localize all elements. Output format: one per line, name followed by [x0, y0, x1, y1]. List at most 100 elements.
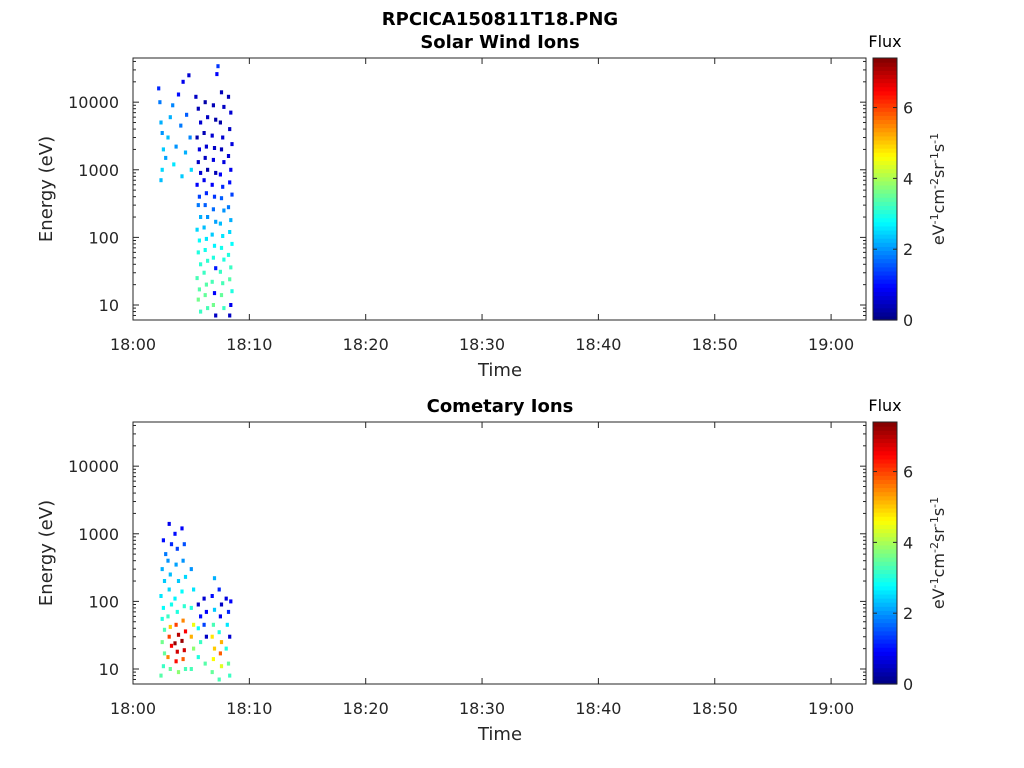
colorbar-segment: [873, 475, 897, 480]
colorbar-title: Flux: [868, 32, 901, 51]
plot-frame: [132, 421, 867, 685]
heatmap-cell: [228, 313, 232, 318]
colorbar-segment: [873, 246, 897, 251]
heatmap-cell: [167, 521, 171, 526]
heatmap-cell: [168, 115, 172, 120]
heatmap-cell: [166, 655, 170, 660]
colorbar-segment: [873, 655, 897, 661]
colorbar-segment: [873, 679, 897, 685]
heatmap-cell: [196, 626, 200, 631]
colorbar-segment: [873, 524, 897, 530]
heatmap-cell: [221, 234, 225, 238]
heatmap-cell: [222, 208, 226, 213]
colorbar-segment: [873, 606, 897, 611]
colorbar-segment: [873, 557, 897, 562]
colorbar-segment: [873, 512, 897, 517]
heatmap-cell: [161, 664, 165, 669]
colorbar-segment: [873, 487, 897, 493]
heatmap-cell: [215, 72, 219, 77]
heatmap-cell: [197, 238, 201, 243]
heatmap-cell: [210, 133, 214, 138]
heatmap-cell: [176, 92, 181, 97]
colorbar-segment: [873, 585, 897, 591]
heatmap-cell: [210, 279, 214, 284]
colorbar-segment: [873, 250, 897, 256]
heatmap-cell: [199, 614, 203, 619]
colorbar-segment: [873, 238, 897, 243]
heatmap-cell: [206, 167, 210, 172]
heatmap-cell: [182, 604, 186, 609]
heatmap-cell: [196, 106, 200, 111]
colorbar-segment: [873, 303, 897, 309]
heatmap-cell: [196, 203, 200, 208]
heatmap-cell: [174, 622, 178, 627]
colorbar-segment: [873, 651, 897, 656]
heatmap-cell: [218, 614, 222, 619]
heatmap-cell: [203, 293, 207, 298]
heatmap-cell: [222, 257, 226, 262]
heatmap-cell: [202, 178, 206, 183]
heatmap-cell: [221, 135, 225, 140]
colorbar-segment: [873, 458, 897, 464]
heatmap-cell: [175, 546, 179, 551]
heatmap-cell: [196, 297, 200, 302]
heatmap-cell: [168, 624, 172, 629]
heatmap-cell: [214, 219, 218, 224]
heatmap-cell: [206, 306, 210, 311]
heatmap-cell: [211, 157, 215, 162]
heatmap-cell: [174, 144, 178, 149]
heatmap-cell: [214, 117, 218, 122]
colorbar-segment: [873, 626, 897, 632]
x-tick-label: 19:00: [808, 335, 854, 354]
colorbar-segment: [873, 258, 897, 264]
heatmap-cell: [219, 664, 224, 669]
heatmap-cell: [162, 651, 167, 656]
heatmap-cell: [202, 596, 206, 601]
colorbar-segment: [873, 528, 897, 534]
heatmap-cell: [189, 667, 193, 671]
heatmap-cell: [192, 646, 196, 651]
x-tick-label: 18:20: [343, 699, 389, 718]
heatmap-cell: [212, 576, 217, 581]
heatmap-cell: [228, 180, 232, 185]
heatmap-cell: [182, 542, 186, 547]
colorbar-segment: [873, 143, 897, 149]
x-tick-label: 18:40: [575, 335, 621, 354]
heatmap-cell: [173, 531, 177, 536]
colorbar-segment: [873, 299, 897, 305]
colorbar-frame: [872, 57, 898, 321]
heatmap-cell: [196, 602, 200, 607]
heatmap-cell: [212, 243, 217, 248]
colorbar-segment: [873, 184, 897, 190]
x-tick-label: 19:00: [808, 699, 854, 718]
heatmap-cell: [212, 194, 217, 199]
heatmap-cell: [192, 622, 196, 627]
colorbar-segment: [873, 593, 897, 599]
heatmap-cell: [228, 634, 232, 639]
heatmap-cell: [214, 170, 218, 175]
heatmap-cell: [228, 127, 232, 132]
colorbar-segment: [873, 307, 897, 313]
heatmap-cell: [164, 155, 168, 160]
colorbar-segment: [873, 430, 897, 435]
heatmap-cell: [206, 215, 210, 219]
colorbar-segment: [873, 201, 897, 206]
heatmap-cell: [230, 142, 234, 147]
heatmap-cell: [203, 248, 207, 252]
colorbar-segment: [873, 139, 897, 145]
colorbar-segment: [873, 58, 897, 63]
panel-title: Cometary Ions: [427, 396, 574, 417]
x-tick-label: 18:30: [459, 699, 505, 718]
colorbar-segment: [873, 610, 897, 615]
colorbar-segment: [873, 507, 897, 513]
colorbar-segment: [873, 156, 897, 161]
colorbar-segment: [873, 78, 897, 84]
colorbar-segment: [873, 180, 897, 186]
cometary-ions-panel: Cometary Ions 18:00 18:10 18:20 18:30 18:40 1…: [36, 396, 948, 745]
heatmap-cell: [189, 167, 193, 172]
heatmap-cell: [192, 587, 196, 592]
y-tick-label: 10000: [68, 93, 119, 112]
x-tick-label: 18:50: [692, 335, 738, 354]
heatmap-cell: [197, 287, 201, 292]
